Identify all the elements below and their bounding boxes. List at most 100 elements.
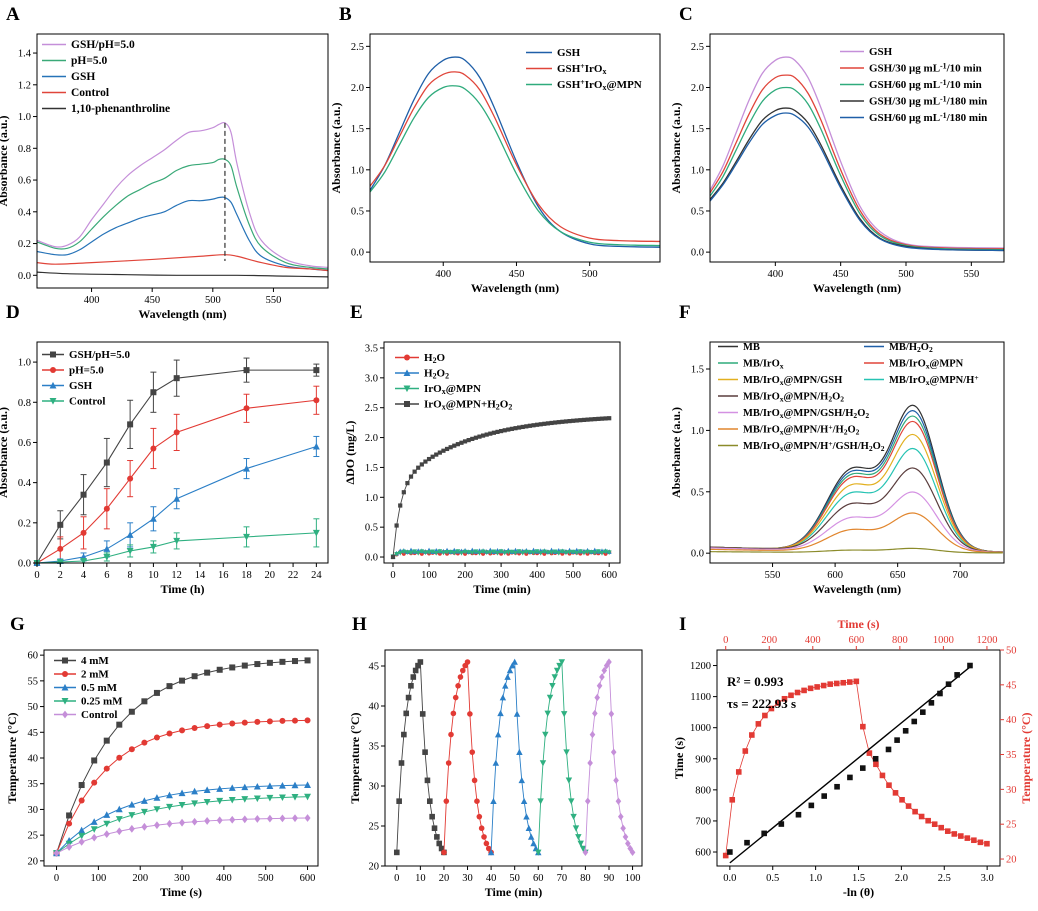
panel-d: 0 2 4 6 8 10 12 14 16 18 20 22 240.00.20.40.60.81.0T… xyxy=(0,302,329,596)
legend-label: MB/IrOx xyxy=(743,359,784,371)
temperature-point xyxy=(729,797,736,803)
data-point xyxy=(126,547,134,555)
data-point xyxy=(191,673,198,680)
x-tick-label: 400 xyxy=(767,269,783,280)
data-point xyxy=(470,436,475,441)
series-line xyxy=(584,660,633,853)
data-point xyxy=(585,549,590,555)
data-point xyxy=(455,683,461,689)
y-tick-label: 45 xyxy=(28,728,39,739)
x-tick-label: 300 xyxy=(493,570,509,581)
legend-label: MB/IrOx@MPN/GSH/H2O2 xyxy=(743,408,869,420)
x-tick-label: 400 xyxy=(435,269,451,280)
data-point xyxy=(405,481,410,486)
data-point xyxy=(126,531,134,538)
data-point xyxy=(412,667,419,674)
top-x-tick-label: 200 xyxy=(761,635,777,646)
data-point xyxy=(423,459,428,464)
data-point xyxy=(502,428,507,433)
y-tick-label: 1.5 xyxy=(691,365,704,376)
data-point xyxy=(476,813,483,820)
data-point xyxy=(577,840,584,847)
x-tick-label: 100 xyxy=(625,873,641,884)
data-point xyxy=(567,550,572,555)
data-point xyxy=(629,848,636,857)
y-tick-label: 1000 xyxy=(690,723,711,734)
legend-label: Control xyxy=(71,87,109,99)
y-tick-label: 1.5 xyxy=(365,463,378,474)
data-point xyxy=(228,796,236,804)
data-point xyxy=(495,551,500,556)
x-tick-label: 12 xyxy=(171,570,182,581)
data-point xyxy=(396,798,402,804)
data-point xyxy=(506,667,514,674)
data-point xyxy=(419,549,425,555)
data-point xyxy=(455,442,460,447)
plot-frame xyxy=(36,341,329,564)
data-point xyxy=(253,795,261,803)
data-point xyxy=(128,746,135,753)
data-point xyxy=(149,543,157,551)
y-tick-label: 0.8 xyxy=(18,144,31,155)
data-point xyxy=(477,434,482,439)
panel-letter: G xyxy=(10,614,25,635)
x-tick-label: 16 xyxy=(218,570,229,581)
y-tick-label: 1.2 xyxy=(18,80,31,91)
data-point xyxy=(203,786,211,794)
legend-label: GSH/30 μg mL-1/10 min xyxy=(869,62,982,75)
data-point xyxy=(478,825,485,832)
data-point xyxy=(243,464,250,472)
data-point xyxy=(149,515,157,522)
y-tick-label: 25 xyxy=(369,822,380,833)
data-point xyxy=(426,550,432,555)
temperature-point xyxy=(964,835,971,841)
y-tick-label: 0.0 xyxy=(18,559,31,570)
data-point xyxy=(592,709,598,718)
legend-label: GSH+IrOx@MPN xyxy=(557,78,642,92)
data-point xyxy=(513,550,518,556)
data-point xyxy=(587,759,593,767)
data-point xyxy=(560,711,568,718)
top-x-tick-label: 1000 xyxy=(933,635,954,646)
x-tick-label: 200 xyxy=(457,570,473,581)
y-tick-label: 900 xyxy=(695,754,711,765)
y-tick-label: 0.4 xyxy=(18,207,32,218)
series-line xyxy=(36,271,329,278)
x-tick-label: 600 xyxy=(827,570,843,581)
data-point xyxy=(191,787,199,795)
x-axis-label: Time (s) xyxy=(160,885,202,899)
data-point xyxy=(66,820,73,827)
data-point xyxy=(457,674,464,680)
plot-frame xyxy=(383,341,621,564)
fit-point xyxy=(727,849,733,855)
x-tick-label: 0 xyxy=(54,873,59,884)
y-axis-label: ΔDO (mg/L) xyxy=(343,421,357,485)
legend-marker xyxy=(61,698,69,705)
data-point xyxy=(431,825,438,832)
data-point xyxy=(437,450,442,455)
legend-label: Control xyxy=(81,709,117,721)
data-point xyxy=(599,551,605,556)
data-point xyxy=(403,710,410,717)
legend-label: GSH xyxy=(69,380,93,392)
data-point xyxy=(419,711,426,717)
data-point xyxy=(556,420,561,425)
data-point xyxy=(594,693,601,702)
data-point xyxy=(397,550,403,556)
legend-label: MB/IrOx@MPN xyxy=(889,359,964,371)
data-point xyxy=(423,550,428,556)
y-tick-label: 1.0 xyxy=(691,426,704,437)
data-point xyxy=(434,452,439,457)
right-y-tick-label: 45 xyxy=(1006,680,1017,691)
data-point xyxy=(613,776,619,784)
data-point xyxy=(229,664,236,671)
plot-frame xyxy=(384,649,643,867)
data-point xyxy=(141,822,148,831)
x-tick-label: 200 xyxy=(132,873,148,884)
y-tick-label: 0.0 xyxy=(18,271,31,282)
legend-label: MB xyxy=(743,342,760,353)
data-point xyxy=(574,550,580,556)
right-y-tick-label: 20 xyxy=(1006,855,1017,866)
fit-point xyxy=(920,709,926,715)
data-point xyxy=(116,827,123,836)
